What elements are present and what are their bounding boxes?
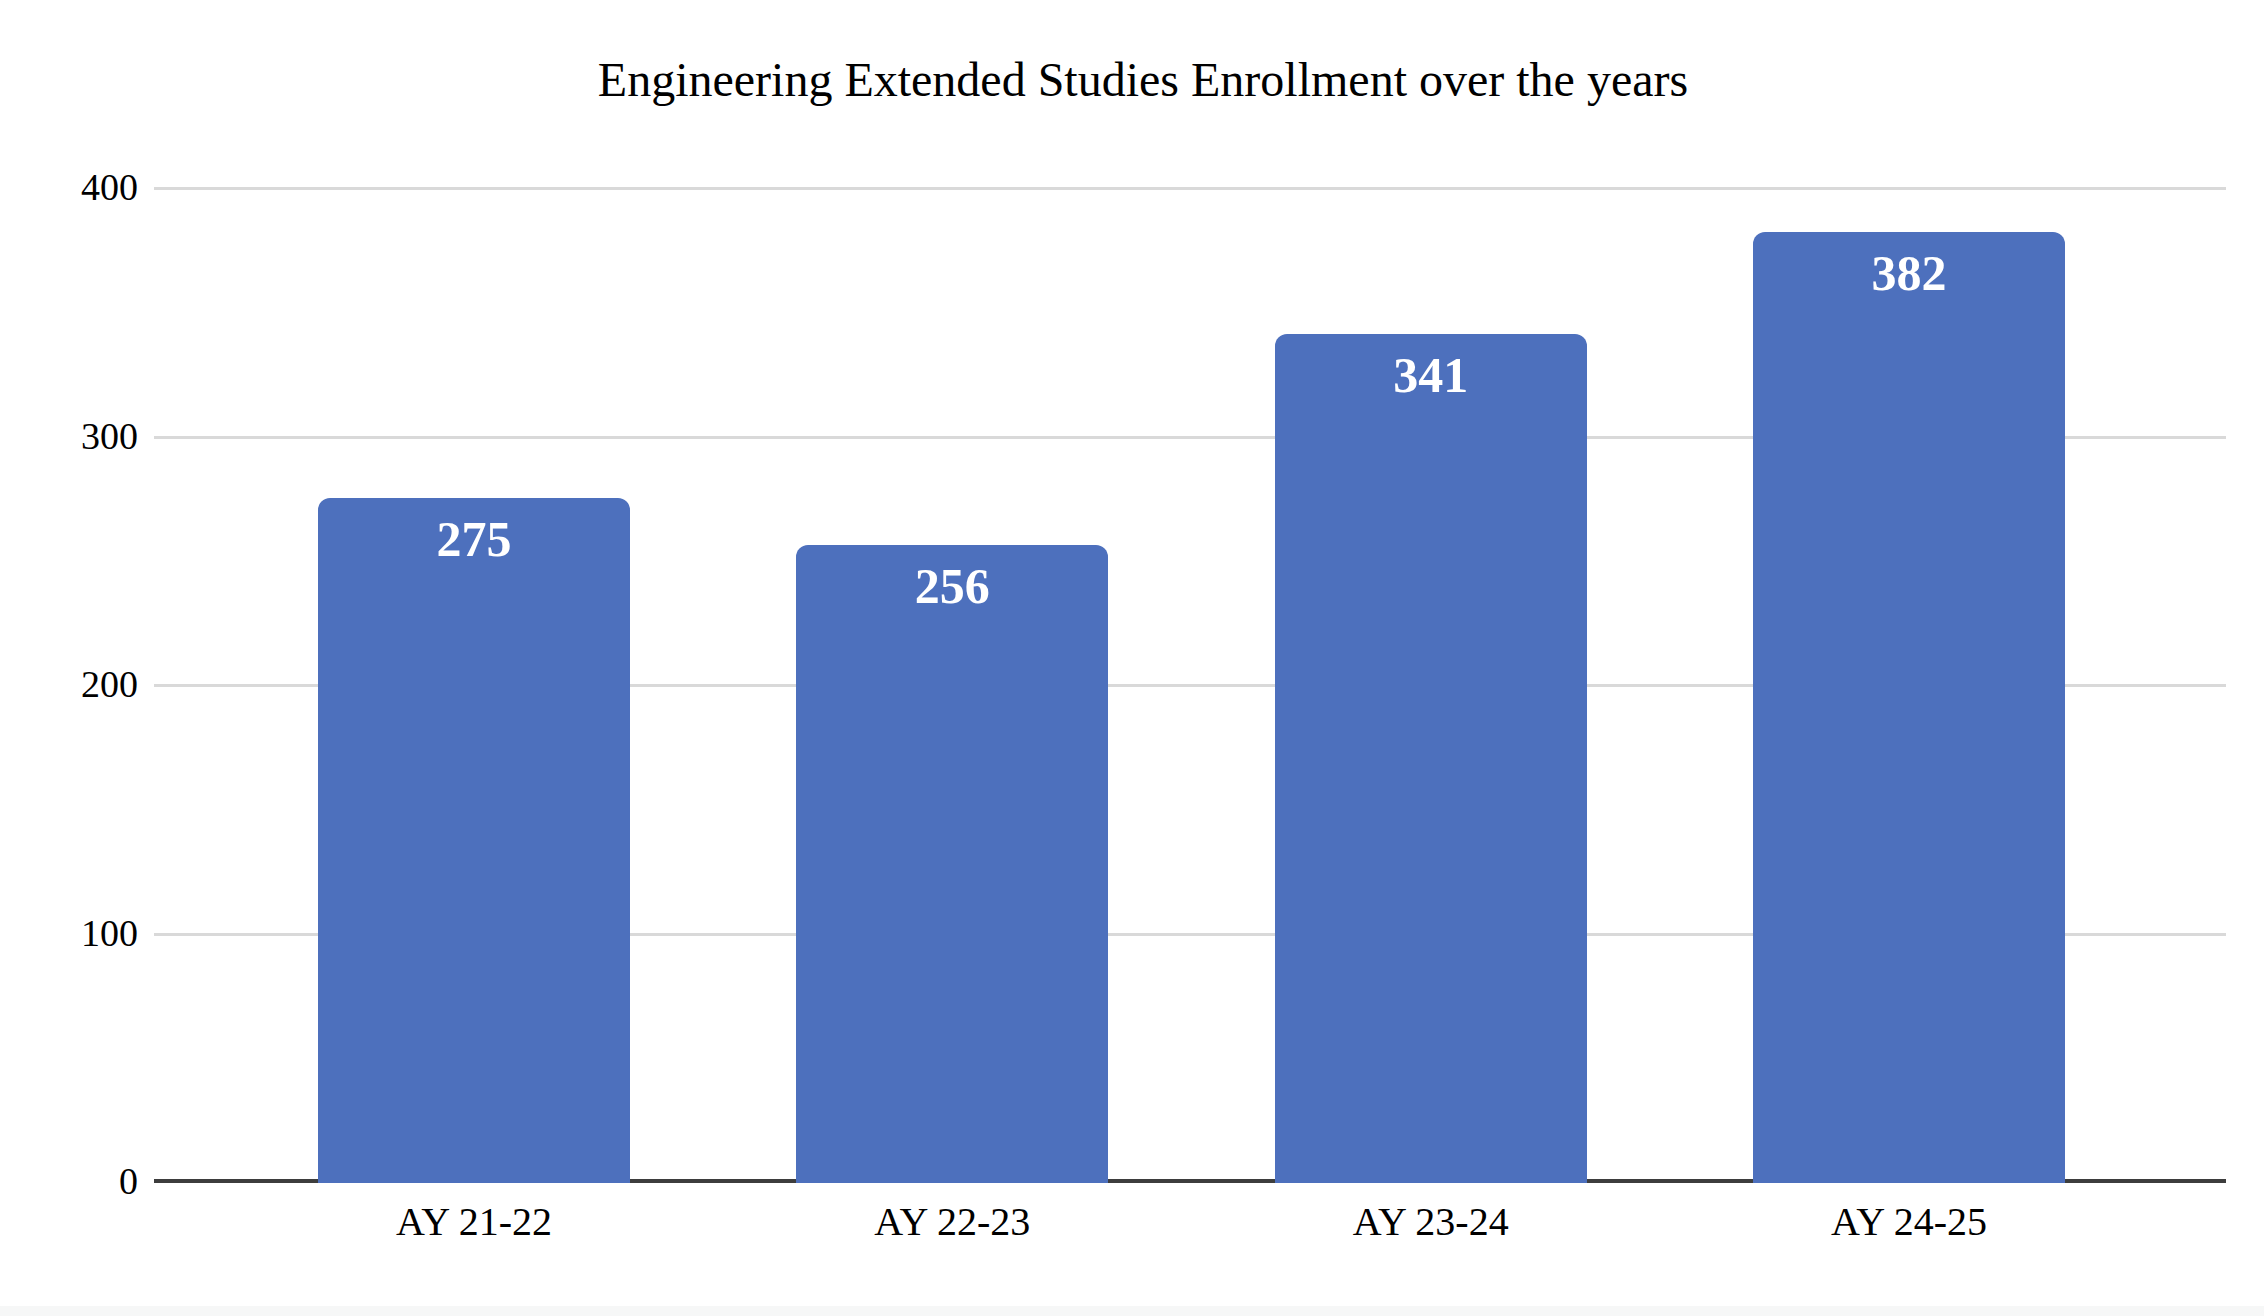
chart-title: Engineering Extended Studies Enrollment … bbox=[0, 54, 2264, 106]
bar-ay-21-22: 275 bbox=[318, 498, 630, 1183]
y-tick-label-400: 400 bbox=[0, 163, 138, 211]
y-tick-label-200: 200 bbox=[0, 660, 138, 708]
bar-value-label: 256 bbox=[796, 545, 1108, 611]
bar-ay-22-23: 256 bbox=[796, 545, 1108, 1183]
y-tick-label-0: 0 bbox=[0, 1157, 138, 1205]
bottom-edge-strip bbox=[0, 1306, 2264, 1316]
x-tick-label-ay-24-25: AY 24-25 bbox=[1749, 1200, 2069, 1244]
bar-ay-24-25: 382 bbox=[1753, 232, 2065, 1183]
bar-value-label: 341 bbox=[1275, 334, 1587, 400]
y-tick-label-300: 300 bbox=[0, 412, 138, 460]
bar-value-label: 275 bbox=[318, 498, 630, 564]
bar-ay-23-24: 341 bbox=[1275, 334, 1587, 1183]
bar-value-label: 382 bbox=[1753, 232, 2065, 298]
x-tick-label-ay-23-24: AY 23-24 bbox=[1271, 1200, 1591, 1244]
gridline-400 bbox=[154, 187, 2226, 190]
plot-area: 275 256 341 382 bbox=[154, 188, 2226, 1183]
x-tick-label-ay-22-23: AY 22-23 bbox=[792, 1200, 1112, 1244]
y-tick-label-100: 100 bbox=[0, 909, 138, 957]
x-tick-label-ay-21-22: AY 21-22 bbox=[314, 1200, 634, 1244]
